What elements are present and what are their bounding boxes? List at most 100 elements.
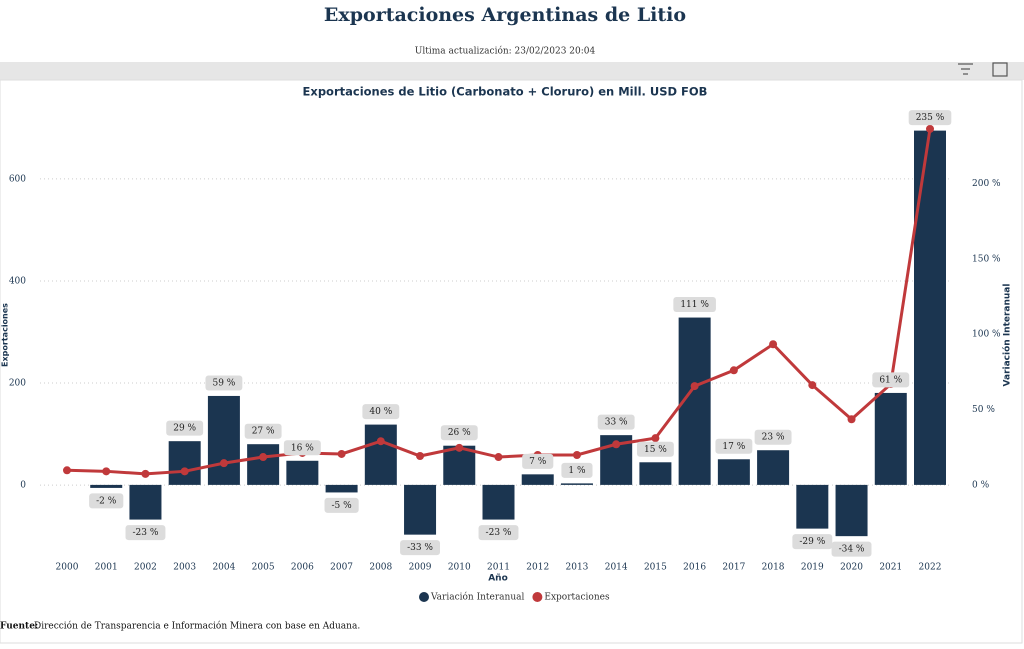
x-tick-label: 2006 <box>291 563 314 573</box>
point <box>808 381 817 390</box>
x-tick-label: 2004 <box>212 563 235 573</box>
source-text: Dirección de Transparencia e Información… <box>34 621 360 632</box>
y2-tick-label: 150 % <box>972 254 1001 264</box>
point <box>494 453 503 462</box>
bar <box>796 484 829 529</box>
bar <box>207 395 240 485</box>
data-label-box <box>908 110 952 126</box>
focus-icon[interactable] <box>992 62 1008 77</box>
data-label-box <box>673 297 716 313</box>
bar <box>757 450 790 485</box>
point <box>337 449 346 458</box>
subtitle: Ultima actualización: 23/02/2023 20:04 <box>415 46 596 57</box>
bar <box>482 484 515 520</box>
data-label-box <box>754 429 792 445</box>
data-label-text: 23 % <box>762 433 785 443</box>
x-tick-label: 2022 <box>919 563 942 573</box>
point <box>455 443 464 452</box>
data-label: -29 % <box>792 534 833 550</box>
point <box>729 366 738 375</box>
x-tick-label: 2019 <box>801 563 824 573</box>
legend-label: Variación Interanual <box>430 592 525 603</box>
data-label-text: 33 % <box>605 418 628 428</box>
data-label-box <box>478 525 519 541</box>
data-label-text: -23 % <box>486 528 512 538</box>
data-label-box <box>872 372 910 388</box>
legend-marker <box>419 592 429 602</box>
point <box>259 453 268 462</box>
filter-icon[interactable] <box>958 63 973 75</box>
bar <box>404 484 437 535</box>
toolbar <box>0 62 1024 80</box>
point <box>926 124 934 133</box>
bar <box>560 483 593 485</box>
bar <box>717 459 750 485</box>
data-label-text: -23 % <box>133 528 159 538</box>
data-label: 29 % <box>166 420 204 436</box>
data-label-box <box>89 493 124 509</box>
point <box>63 466 71 475</box>
bar <box>639 462 672 485</box>
bar <box>443 445 476 485</box>
point <box>769 340 778 349</box>
data-label: 17 % <box>715 438 753 454</box>
data-label: 61 % <box>872 372 910 388</box>
legend-marker <box>532 592 543 602</box>
data-label-box <box>125 525 166 541</box>
data-label-box <box>244 423 282 439</box>
data-label: -33 % <box>400 540 440 556</box>
data-label: 27 % <box>244 423 282 439</box>
data-label-text: 29 % <box>173 424 196 434</box>
legend-label: Exportaciones <box>544 593 610 603</box>
data-label-text: 7 % <box>529 457 547 467</box>
data-label-box <box>522 453 554 469</box>
x-axis-title: Año <box>488 574 508 584</box>
data-label: 23 % <box>754 429 792 445</box>
x-tick-label: 2013 <box>566 563 589 573</box>
data-label: 16 % <box>283 440 321 456</box>
bar <box>247 444 280 485</box>
source-label: Fuente: <box>0 622 38 632</box>
chart-frame <box>0 79 1023 644</box>
data-label-box <box>166 420 204 436</box>
x-tick-label: 2000 <box>56 563 79 573</box>
point <box>219 459 228 468</box>
point <box>690 382 699 391</box>
x-tick-label: 2014 <box>605 563 628 573</box>
data-label: 111 % <box>673 297 716 313</box>
point <box>847 415 856 424</box>
data-label-text: 17 % <box>722 442 745 452</box>
data-label: 40 % <box>362 404 400 420</box>
x-tick-label: 2003 <box>173 563 196 573</box>
x-tick-label: 2009 <box>409 563 432 573</box>
data-label: 15 % <box>636 441 674 457</box>
data-label-text: 15 % <box>644 445 667 455</box>
data-label-box <box>636 441 674 457</box>
y2-tick-label: 200 % <box>972 179 1001 189</box>
point <box>141 469 150 478</box>
point <box>180 467 189 476</box>
bar <box>835 484 868 537</box>
bar <box>521 474 554 485</box>
data-label: -5 % <box>324 497 359 513</box>
y2-tick-label: 50 % <box>972 405 995 415</box>
data-label: 59 % <box>205 375 243 391</box>
x-tick-label: 2020 <box>840 563 863 573</box>
data-label: 7 % <box>522 453 554 469</box>
data-label-text: -34 % <box>839 545 865 555</box>
x-tick-label: 2015 <box>644 563 667 573</box>
bar <box>874 392 907 485</box>
x-tick-label: 2021 <box>879 563 902 573</box>
bar <box>364 424 397 485</box>
x-tick-label: 2010 <box>448 563 471 573</box>
data-label-text: -33 % <box>407 543 433 553</box>
data-label-box <box>440 425 478 441</box>
x-tick-label: 2011 <box>487 563 510 573</box>
data-label-text: 16 % <box>291 443 314 453</box>
bar <box>325 484 358 493</box>
data-label-box <box>400 540 440 556</box>
chart-title: Exportaciones de Litio (Carbonato + Clor… <box>303 85 708 99</box>
data-label: -23 % <box>125 525 166 541</box>
data-label-text: 61 % <box>879 375 902 385</box>
point <box>102 467 111 476</box>
